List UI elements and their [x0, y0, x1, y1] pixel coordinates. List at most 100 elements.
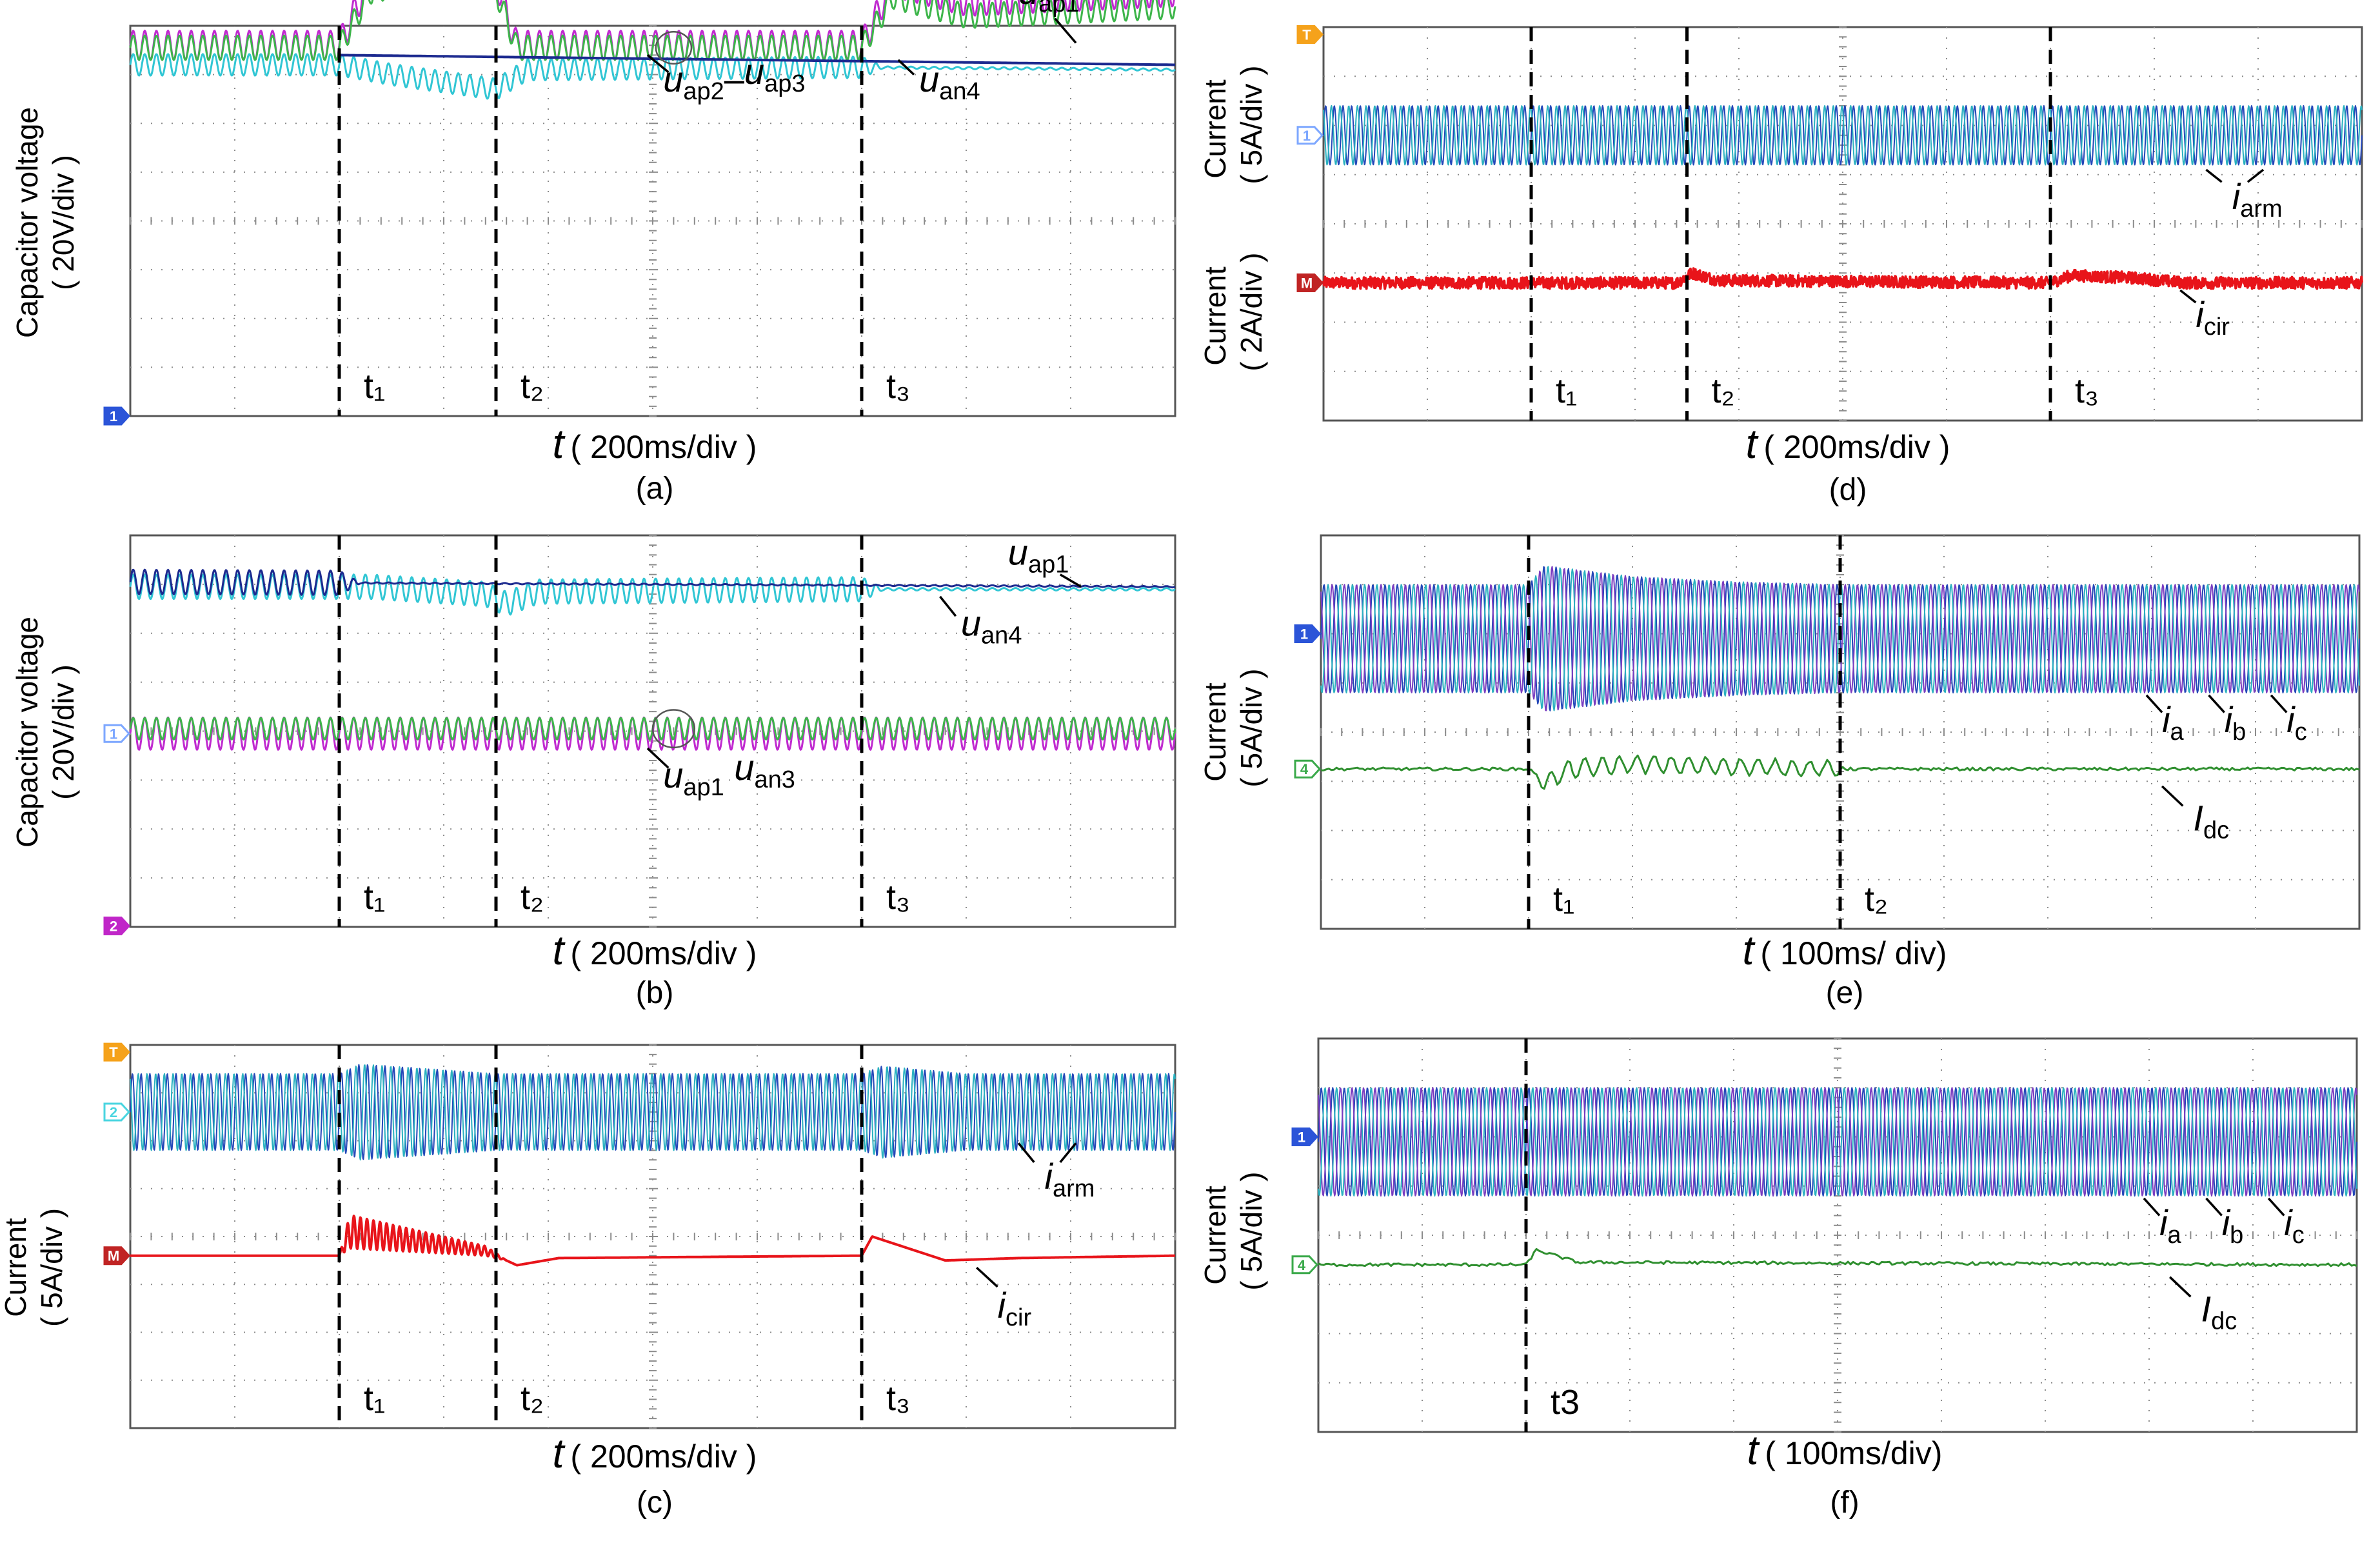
label-part: a	[2168, 1222, 2182, 1249]
panel-a-center-axes	[130, 25, 1176, 417]
ylabel-line: Current	[1198, 266, 1232, 366]
label-part: I	[2201, 1288, 2212, 1329]
label-part: I	[2193, 798, 2203, 839]
signal-label: ic	[2270, 694, 2307, 746]
label-leader-line	[2161, 785, 2184, 807]
xlabel-var: t	[553, 421, 566, 467]
event-label-t₁: t₁	[1553, 880, 1574, 919]
signal-label-text: icir	[998, 1285, 1032, 1331]
panel-e-caption: (e)	[1826, 976, 1864, 1010]
ylabel-line: ( 2A/div )	[1235, 253, 1268, 380]
signal-label-text: uan4	[919, 59, 980, 105]
event-label-t₁: t₁	[364, 1379, 385, 1418]
panel-c-ylabel: Current( 5A/div )	[0, 1208, 68, 1327]
signal-label: ic	[2267, 1197, 2305, 1249]
label-leader-line	[2143, 1197, 2161, 1217]
label-leader-line	[976, 1266, 998, 1288]
label-part: i	[1045, 1156, 1054, 1197]
label-part: cir	[2204, 313, 2230, 341]
channel-marker-shape	[103, 1042, 131, 1062]
label-leader-line	[2246, 168, 2265, 183]
highlight-circle	[655, 30, 693, 65]
label-leader-line	[2145, 694, 2163, 713]
ylabel-line: Current	[1198, 682, 1232, 782]
event-label-t₁: t₁	[364, 367, 385, 406]
signal-label: ib	[2205, 1197, 2244, 1249]
xlabel-var: t	[553, 927, 566, 973]
panel-b-caption: (b)	[636, 976, 674, 1010]
ylabel-line: ( 5A/div )	[1235, 66, 1268, 193]
panel-b-ylabel: Capacitor voltage( 20V/div )	[10, 617, 80, 848]
signal-label-text: iarm	[1045, 1156, 1095, 1202]
label-part: an4	[939, 78, 980, 105]
xlabel-unit: ( 200ms/div )	[1763, 429, 1950, 465]
series-i-cir-line	[129, 1215, 1176, 1267]
signal-label-text: icir	[2196, 294, 2230, 341]
label-leader-line	[897, 59, 915, 75]
panel-c-xlabel: t( 200ms/div )	[553, 1430, 757, 1476]
panel-f-ylabel: Current ( 5A/div )	[1198, 1172, 1268, 1299]
channel-marker-shape	[103, 1246, 131, 1266]
signal-label: iarm	[2205, 168, 2283, 223]
xlabel-var: t	[1746, 421, 1759, 467]
channel-marker-shape	[1294, 624, 1322, 643]
signal-label-text: ic	[2284, 1202, 2304, 1249]
signal-label-text: ia	[2162, 699, 2184, 746]
signal-label-text: uap1 uan3	[663, 747, 795, 801]
label-part: cir	[1006, 1304, 1031, 1331]
channel-marker-shape	[1294, 759, 1322, 779]
panel-e-xlabel: t( 100ms/ div)	[1743, 927, 1947, 973]
label-part: u	[734, 747, 754, 788]
label-part: arm	[2240, 195, 2282, 223]
ylabel-line: ( 5A/div )	[1235, 669, 1268, 796]
signal-label-text: Idc	[2193, 798, 2229, 844]
panel-f-center-axes	[1318, 1038, 2357, 1433]
channel-marker-shape	[103, 724, 131, 743]
xlabel-unit: ( 100ms/ div)	[1760, 935, 1947, 971]
event-label-t₂: t₂	[1712, 372, 1735, 410]
channel-marker-M: M	[103, 1246, 131, 1266]
panel-f-caption: (f)	[1830, 1485, 1859, 1520]
channel-marker-label: 2	[110, 1104, 117, 1120]
channel-marker-label: 1	[110, 726, 117, 742]
channel-marker-1: 1	[1291, 1128, 1319, 1146]
ylabel-line: ( 20V/div )	[46, 155, 80, 290]
signal-label-text: ic	[2286, 699, 2306, 746]
signal-label: iarm	[1017, 1142, 1095, 1202]
signal-label: uan4	[939, 595, 1022, 650]
series-i-arm-b-line	[1323, 105, 2363, 166]
channel-marker-shape	[1296, 273, 1324, 292]
series-i-b-line	[1320, 566, 2360, 711]
signal-label-text: uap2–uap3	[663, 51, 805, 105]
ylabel-line: Capacitor voltage	[10, 617, 44, 848]
channel-marker-T: T	[1296, 25, 1324, 44]
panel-c-caption: (c)	[637, 1485, 673, 1520]
channel-marker-label: 2	[110, 918, 117, 934]
label-leader-line	[1054, 17, 1077, 44]
signal-label-text: ib	[2222, 1202, 2244, 1249]
label-part: dc	[2211, 1307, 2237, 1335]
xlabel-unit: ( 200ms/div )	[570, 429, 757, 465]
signal-label: icir	[976, 1266, 1032, 1331]
channel-marker-label: T	[109, 1044, 118, 1060]
label-part: i	[2162, 699, 2171, 740]
label-part: u	[663, 59, 683, 99]
label-part: u	[744, 51, 764, 92]
label-part: b	[2232, 719, 2246, 746]
label-leader-line	[2205, 168, 2223, 183]
channel-marker-label: M	[108, 1248, 119, 1264]
xlabel-var: t	[1743, 927, 1756, 973]
event-label-t₂: t₂	[1865, 880, 1888, 919]
channel-marker-label: 1	[110, 408, 117, 424]
label-part: ap2	[683, 78, 724, 105]
xlabel-var: t	[553, 1430, 566, 1476]
series-u-ap3-line	[129, 0, 1176, 61]
xlabel-unit: ( 100ms/div)	[1765, 1435, 1942, 1471]
channel-marker-T: T	[103, 1042, 131, 1062]
label-part: ap1	[1028, 551, 1069, 579]
